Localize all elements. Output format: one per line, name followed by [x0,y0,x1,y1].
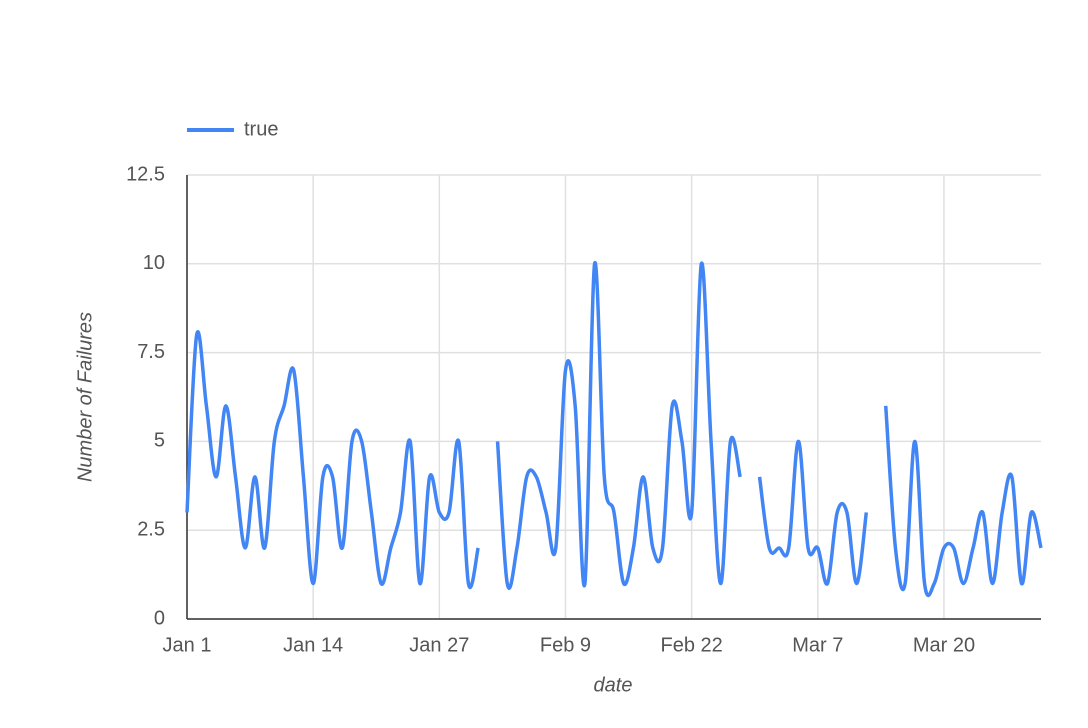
y-axis-label: Number of Failures [74,312,96,482]
x-tick-label: Feb 9 [540,634,591,656]
x-tick-label: Mar 7 [792,634,843,656]
x-tick-label: Mar 20 [913,634,975,656]
y-tick-label: 0 [154,607,165,629]
x-tick-label: Jan 27 [409,634,469,656]
y-tick-label: 12.5 [126,163,165,185]
line-series [185,261,1043,598]
y-tick-label: 10 [143,252,165,274]
x-tick-label: Jan 14 [283,634,343,656]
x-tick-label: Feb 22 [661,634,723,656]
legend-label: true [244,118,278,140]
y-tick-label: 5 [154,430,165,452]
y-tick-label: 7.5 [137,341,165,363]
y-tick-label: 2.5 [137,518,165,540]
x-axis-label: date [594,674,633,696]
x-tick-label: Jan 1 [163,634,212,656]
